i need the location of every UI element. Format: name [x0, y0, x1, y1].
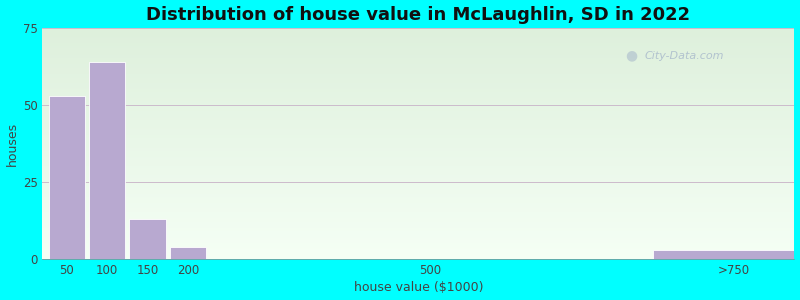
- Text: City-Data.com: City-Data.com: [644, 51, 723, 61]
- Y-axis label: houses: houses: [6, 122, 18, 166]
- X-axis label: house value ($1000): house value ($1000): [354, 281, 483, 294]
- Text: ●: ●: [626, 49, 638, 63]
- Bar: [49, 96, 85, 260]
- Bar: [170, 247, 206, 260]
- Bar: [653, 250, 800, 260]
- Bar: [130, 219, 166, 260]
- Bar: [89, 62, 126, 260]
- Title: Distribution of house value in McLaughlin, SD in 2022: Distribution of house value in McLaughli…: [146, 6, 690, 24]
